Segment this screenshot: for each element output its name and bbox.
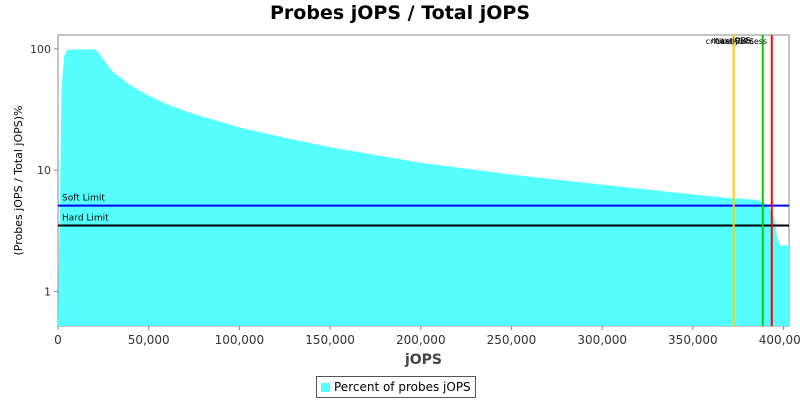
x-tick-label: 50,000	[128, 333, 170, 347]
x-tick-label: 400,000	[759, 333, 800, 347]
x-tick-label: 300,000	[577, 333, 627, 347]
legend: Percent of probes jOPS	[316, 376, 476, 398]
limit-label: Soft Limit	[62, 194, 105, 204]
y-tick-label: 100	[30, 43, 51, 56]
y-tick-label: 10	[37, 164, 51, 177]
x-tick-label: 200,000	[396, 333, 446, 347]
series-area	[58, 49, 789, 327]
limit-label: Hard Limit	[62, 214, 109, 224]
chart-title: Probes jOPS / Total jOPS	[270, 2, 530, 24]
legend-label: Percent of probes jOPS	[334, 380, 471, 394]
x-tick-label: 350,000	[668, 333, 718, 347]
x-tick-label: 0	[54, 333, 62, 347]
marker-label: Last Success	[716, 37, 767, 46]
legend-swatch-icon	[321, 382, 330, 392]
y-tick-label: 1	[44, 286, 51, 299]
x-tick-label: 150,000	[305, 333, 355, 347]
y-axis-title: (Probes jOPS / Total jOPS)%	[12, 105, 25, 255]
x-tick-label: 250,000	[487, 333, 537, 347]
x-tick-label: 100,000	[215, 333, 265, 347]
marker-label: max-jOPS	[712, 36, 751, 45]
x-axis-title: jOPS	[404, 352, 442, 368]
marker-label: critical-jOPS	[706, 37, 754, 46]
